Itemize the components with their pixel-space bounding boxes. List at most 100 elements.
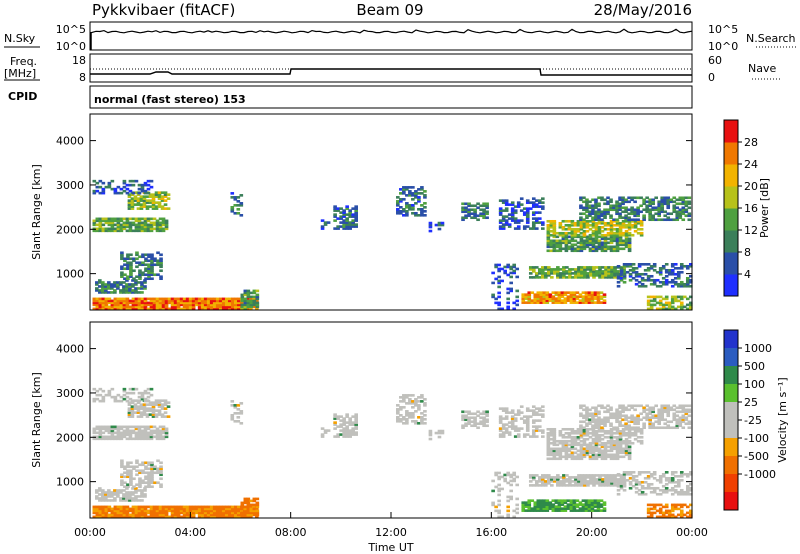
velocity-cell xyxy=(101,493,105,496)
power-cell xyxy=(566,295,571,298)
power-cell xyxy=(467,212,471,216)
power-cell xyxy=(621,223,626,227)
power-cell xyxy=(138,269,142,273)
velocity-cell xyxy=(615,410,619,414)
power-cell xyxy=(95,219,100,223)
velocity-cell xyxy=(582,441,587,445)
power-cell xyxy=(600,243,605,247)
power-cell xyxy=(688,274,693,278)
power-cell xyxy=(147,263,151,267)
power-cell xyxy=(615,200,619,204)
velocity-cell xyxy=(571,480,575,483)
power-cell xyxy=(155,227,160,231)
velocity-cell xyxy=(134,507,139,511)
velocity-cell xyxy=(342,421,346,424)
power-cell xyxy=(130,197,135,200)
velocity-cell xyxy=(230,515,235,519)
power-cell xyxy=(585,206,589,210)
velocity-cell xyxy=(151,413,156,416)
power-cell xyxy=(610,274,614,277)
velocity-cell xyxy=(122,507,127,511)
velocity-cell xyxy=(583,476,587,479)
velocity-cell xyxy=(149,429,154,433)
velocity-cell xyxy=(191,511,196,515)
velocity-cell xyxy=(596,507,601,510)
velocity-cell xyxy=(122,397,127,401)
velocity-cell xyxy=(682,492,687,496)
velocity-cell xyxy=(506,471,510,475)
velocity-cell xyxy=(354,423,358,426)
power-cell xyxy=(649,274,654,278)
velocity-cell xyxy=(627,449,632,453)
power-cell xyxy=(585,216,589,220)
velocity-cell xyxy=(131,493,135,496)
velocity-cell xyxy=(631,471,636,474)
power-cell xyxy=(504,215,509,218)
power-cell xyxy=(173,305,178,309)
power-cells xyxy=(92,179,693,311)
velocity-cell xyxy=(618,416,622,420)
velocity-cell xyxy=(684,410,689,414)
velocity-cell xyxy=(506,509,510,513)
velocity-cell xyxy=(646,471,651,474)
power-cell xyxy=(156,261,160,265)
velocity-cell xyxy=(420,422,424,425)
velocity-cell xyxy=(411,420,415,423)
velocity-cell xyxy=(563,499,568,502)
power-cell xyxy=(98,297,103,301)
power-cell xyxy=(664,282,669,286)
power-cell xyxy=(147,259,151,263)
power-cell xyxy=(173,299,178,303)
velocity-cell xyxy=(130,405,135,408)
power-cell xyxy=(498,213,503,216)
power-cell xyxy=(504,219,509,222)
power-cell xyxy=(246,295,251,299)
power-cell xyxy=(173,303,178,307)
velocity-cell xyxy=(131,431,136,435)
velocity-cell xyxy=(233,420,238,423)
velocity-cell xyxy=(525,429,530,432)
velocity-cell xyxy=(660,410,665,414)
power-cell xyxy=(157,197,162,200)
power-cell xyxy=(98,221,103,225)
power-cell xyxy=(491,293,495,297)
power-cell xyxy=(588,204,592,208)
velocity-cell xyxy=(135,473,139,477)
velocity-cell xyxy=(155,431,160,435)
velocity-cell xyxy=(549,457,554,461)
power-cell xyxy=(153,259,157,263)
power-cell xyxy=(173,301,178,305)
power-cell xyxy=(125,187,130,191)
power-cell xyxy=(146,227,151,231)
velocity-cell xyxy=(584,505,589,508)
power-cell xyxy=(612,227,617,231)
velocity-cell xyxy=(625,478,630,482)
power-cell xyxy=(148,199,153,202)
velocity-cell xyxy=(556,474,560,477)
velocity-cell xyxy=(233,404,238,407)
power-cell xyxy=(110,227,115,231)
velocity-cell xyxy=(606,404,610,408)
velocity-cell xyxy=(143,505,148,509)
power-cell xyxy=(667,280,672,284)
power-cell xyxy=(150,265,154,269)
velocity-cell xyxy=(161,507,166,511)
velocity-cell xyxy=(539,505,544,508)
velocity-cell xyxy=(664,490,669,494)
power-cell xyxy=(591,221,596,225)
power-cell xyxy=(333,227,337,230)
power-cell xyxy=(140,287,144,290)
power-cell xyxy=(536,299,541,302)
velocity-cell xyxy=(581,499,586,502)
power-cell xyxy=(537,199,542,202)
velocity-cell xyxy=(135,465,139,469)
velocity-cell xyxy=(157,413,162,416)
power-cell xyxy=(570,223,575,227)
velocity-cell xyxy=(98,509,103,513)
power-cell xyxy=(579,245,584,249)
power-cell xyxy=(405,210,409,213)
velocity-cell xyxy=(131,509,136,513)
power-cell xyxy=(588,200,592,204)
velocity-cell xyxy=(603,420,607,424)
power-cell xyxy=(506,297,510,301)
